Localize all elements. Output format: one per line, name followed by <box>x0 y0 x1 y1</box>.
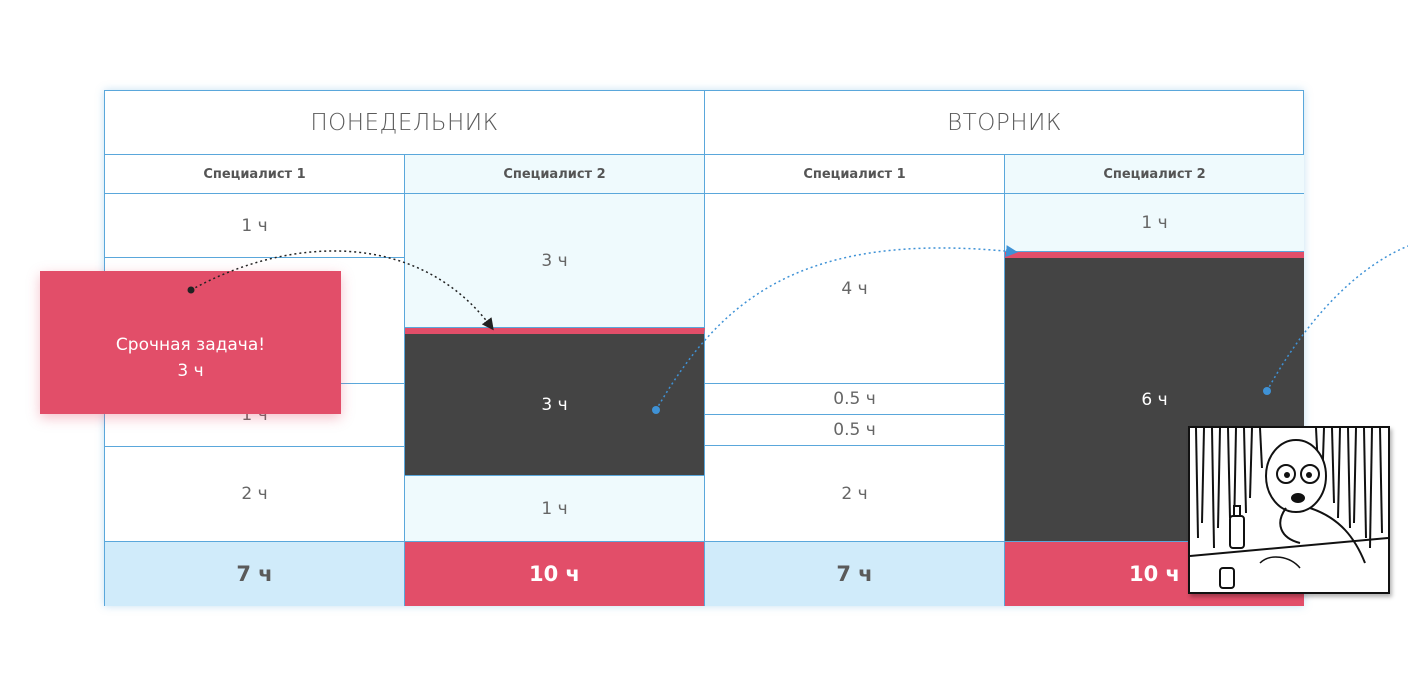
schedule-table: ПОНЕДЕЛЬНИК ВТОРНИК Специалист 1 Специал… <box>104 90 1304 606</box>
task-cell: 0.5 ч <box>705 384 1005 415</box>
task-cell: 2 ч <box>105 447 405 542</box>
total-cell-overloaded: 10 ч <box>405 542 705 606</box>
specialist-header: Специалист 2 <box>1005 155 1304 194</box>
shifted-task-cell: 3 ч <box>405 328 705 476</box>
task-cell: 0.5 ч <box>705 415 1005 446</box>
task-cell: 1 ч <box>105 194 405 258</box>
specialist-header: Специалист 2 <box>405 155 705 194</box>
task-cell: 4 ч <box>705 194 1005 384</box>
specialist-header: Специалист 1 <box>705 155 1005 194</box>
urgent-task-card[interactable]: Срочная задача! 3 ч <box>40 271 341 414</box>
total-cell: 7 ч <box>705 542 1005 606</box>
urgent-task-title: Срочная задача! <box>115 334 266 355</box>
specialist-header: Специалист 1 <box>105 155 405 194</box>
task-cell: 2 ч <box>705 446 1005 542</box>
shifted-task-cell: 6 ч <box>1005 252 1304 542</box>
day-header-monday: ПОНЕДЕЛЬНИК <box>105 91 705 155</box>
task-cell: 1 ч <box>1005 194 1304 252</box>
urgent-task-hours: 3 ч <box>177 360 204 381</box>
task-cell: 1 ч <box>405 476 705 542</box>
stressed-person-illustration <box>1188 426 1390 594</box>
total-cell: 7 ч <box>105 542 405 606</box>
day-header-tuesday: ВТОРНИК <box>705 91 1304 155</box>
task-cell: 3 ч <box>405 194 705 328</box>
